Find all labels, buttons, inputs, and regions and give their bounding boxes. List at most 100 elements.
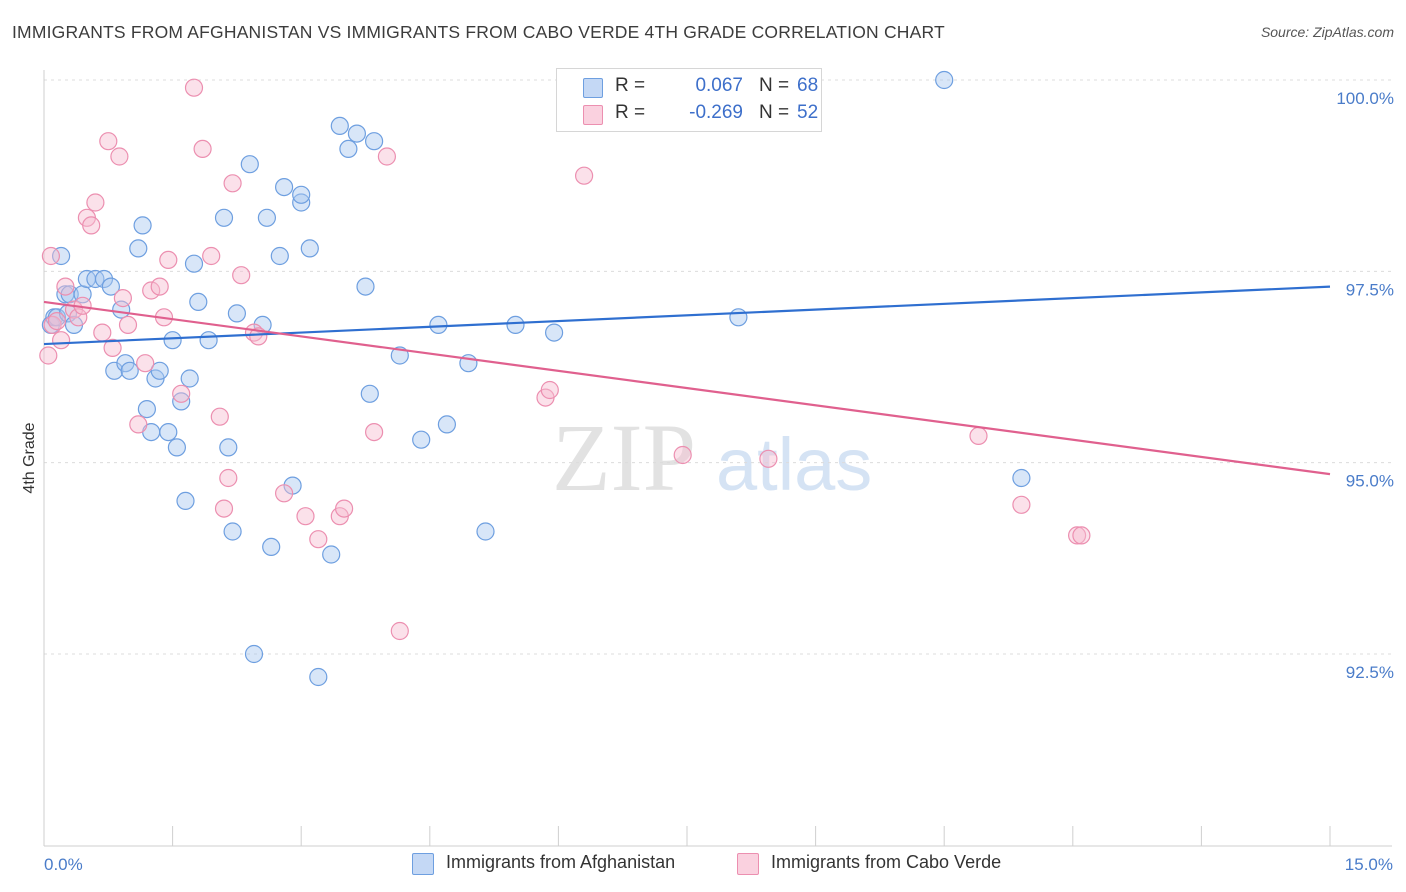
legend-n-value: 68: [797, 75, 819, 96]
data-point: [544, 323, 564, 342]
data-point: [300, 239, 319, 258]
chart-title: IMMIGRANTS FROM AFGHANISTAN VS IMMIGRANT…: [12, 22, 945, 42]
data-point: [214, 208, 234, 227]
data-point: [51, 331, 71, 350]
legend-label-afghanistan: Immigrants from Afghanistan: [446, 852, 676, 872]
legend-swatch-cabo-verde: [583, 105, 603, 125]
data-point: [390, 621, 409, 641]
data-point: [240, 155, 259, 174]
data-point: [935, 70, 954, 90]
data-point: [232, 266, 251, 285]
data-point: [189, 292, 208, 311]
data-point: [180, 369, 199, 388]
legend-swatch-afghanistan: [583, 78, 603, 98]
data-point: [365, 132, 384, 151]
data-point: [86, 193, 105, 212]
data-point: [335, 499, 354, 518]
data-point: [219, 468, 238, 488]
data-point: [292, 185, 311, 204]
data-point: [244, 644, 264, 664]
data-point: [184, 254, 204, 273]
data-point: [56, 277, 75, 296]
data-point: [150, 361, 169, 380]
data-point: [51, 246, 71, 266]
data-point: [275, 484, 294, 503]
data-point: [136, 354, 155, 373]
data-point: [142, 281, 161, 300]
data-point: [759, 449, 778, 468]
data-point: [377, 147, 396, 166]
watermark: ZIP atlas: [552, 404, 872, 511]
data-point: [296, 507, 315, 526]
y-tick-label: 100.0%: [1336, 89, 1394, 108]
legend-n-value: 52: [797, 102, 819, 123]
stats-legend: R = 0.067 N = 68 R = -0.269 N = 52: [556, 68, 822, 132]
data-point: [270, 246, 289, 266]
data-point: [292, 193, 311, 212]
watermark-atlas: atlas: [716, 423, 872, 506]
data-point: [150, 277, 169, 296]
series-legend: Immigrants from Afghanistan Immigrants f…: [0, 851, 1406, 879]
data-points: [39, 70, 1091, 687]
data-point: [1067, 526, 1087, 545]
data-point: [356, 277, 375, 296]
legend-r-label: R =: [615, 75, 646, 96]
data-point: [223, 174, 242, 193]
source-credit: Source: ZipAtlas.com: [1260, 24, 1394, 40]
data-point: [113, 289, 133, 308]
data-point: [322, 545, 341, 564]
data-point: [1072, 526, 1091, 545]
data-point: [118, 315, 138, 334]
data-point: [99, 132, 118, 151]
data-point: [412, 430, 431, 449]
legend-n-label: N =: [759, 75, 790, 96]
y-axis-label: 4th Grade: [21, 422, 38, 493]
x-tick-label-max: 15.0%: [1345, 855, 1393, 874]
legend-r-value: -0.269: [689, 102, 743, 123]
data-point: [163, 331, 182, 350]
data-point: [103, 338, 122, 357]
data-point: [167, 438, 186, 457]
data-point: [1012, 468, 1031, 488]
data-point: [199, 331, 218, 350]
data-point: [360, 384, 379, 403]
data-point: [673, 445, 692, 465]
data-point: [133, 216, 152, 235]
data-point: [429, 315, 448, 334]
y-tick-label: 95.0%: [1346, 472, 1394, 491]
data-point: [137, 400, 156, 419]
data-point: [82, 216, 101, 235]
trend-lines: [43, 285, 1331, 476]
data-point: [275, 178, 294, 197]
data-point: [223, 522, 242, 541]
data-point: [262, 537, 281, 557]
axes: [43, 70, 1392, 847]
data-point: [339, 139, 358, 158]
data-point: [506, 315, 525, 334]
data-point: [69, 308, 88, 327]
legend-swatch-cabo-verde: [737, 853, 759, 875]
data-point: [574, 166, 594, 185]
data-point: [159, 423, 178, 442]
data-point: [176, 491, 195, 510]
legend-r-value: 0.067: [695, 75, 743, 96]
data-point: [159, 250, 178, 269]
data-point: [309, 667, 328, 687]
series-afghanistan: [41, 70, 1031, 687]
data-point: [202, 246, 221, 266]
data-point: [729, 308, 748, 327]
trend-line-cabo-verde: [43, 300, 1331, 476]
data-point: [969, 426, 988, 445]
watermark-zip: ZIP: [552, 404, 696, 511]
x-tick-label-min: 0.0%: [44, 855, 83, 874]
data-point: [129, 239, 148, 258]
data-point: [210, 407, 229, 426]
x-tick-labels: 0.0% 15.0%: [44, 855, 1393, 874]
legend-r-label: R =: [615, 102, 646, 123]
data-point: [540, 380, 559, 400]
data-point: [39, 346, 58, 365]
data-point: [93, 323, 112, 342]
data-point: [476, 522, 495, 541]
data-point: [129, 415, 148, 434]
